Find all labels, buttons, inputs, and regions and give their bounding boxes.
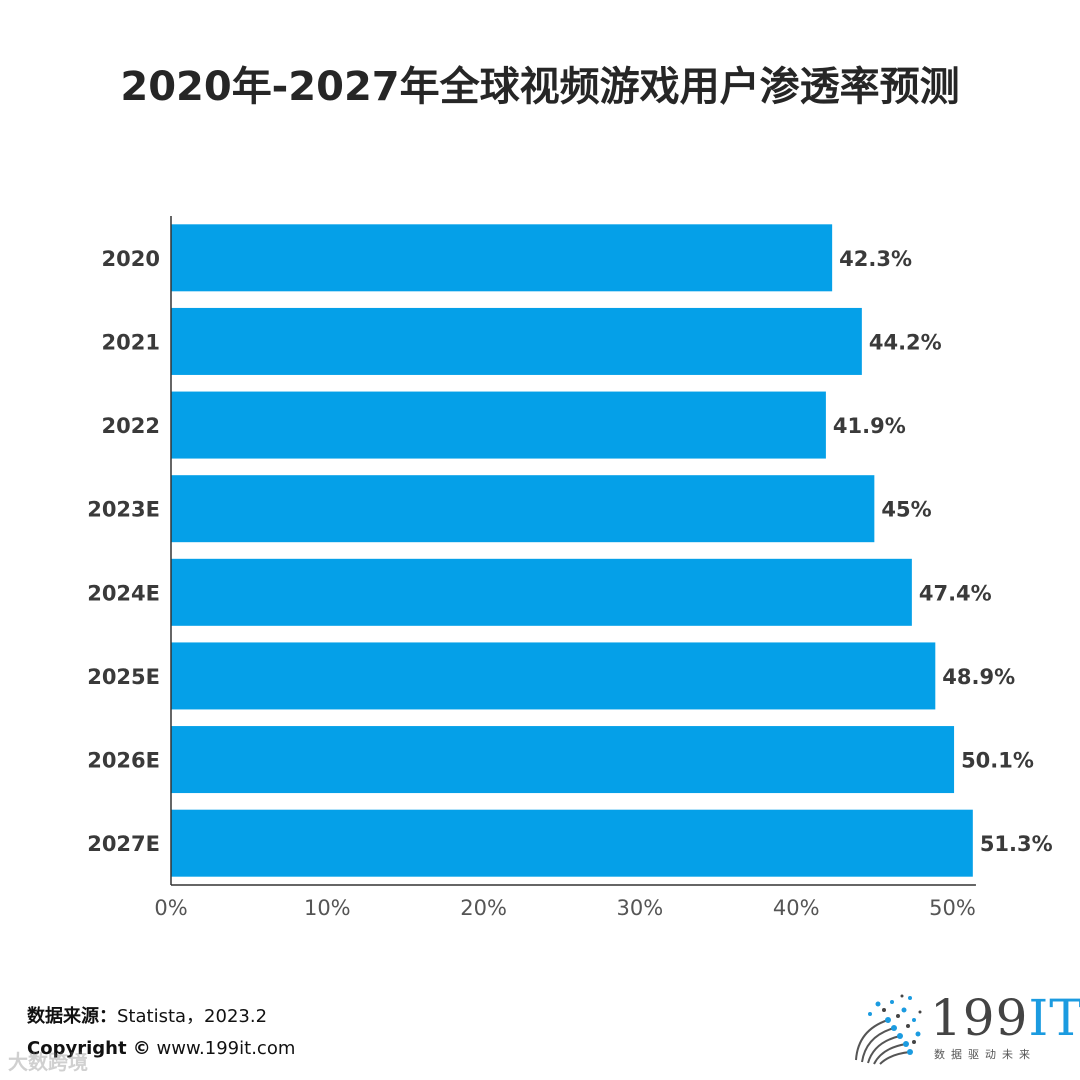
copyright-url[interactable]: www.199it.com — [156, 1038, 296, 1059]
bar-2020 — [171, 224, 833, 292]
logo: 199IT 数据驱动未来 — [848, 990, 1080, 1070]
x-tick-label-2: 20% — [460, 896, 507, 920]
bar-2027E — [171, 809, 973, 877]
value-label-2026E: 50.1% — [961, 749, 1034, 773]
bar-2026E — [171, 726, 955, 794]
bar-2022 — [171, 391, 826, 459]
bar-2023E — [171, 475, 875, 543]
x-tick-label-1: 10% — [304, 896, 351, 920]
copyright-label: Copyright © — [27, 1038, 151, 1059]
bar-2024E — [171, 558, 912, 626]
category-label-2027E: 2027E — [87, 832, 160, 856]
bar-2021 — [171, 307, 862, 375]
category-label-2021: 2021 — [102, 330, 160, 354]
data-source: 数据来源：Statista，2023.2 — [27, 1002, 267, 1028]
watermark: 大数跨境 — [8, 1050, 88, 1074]
source-value: Statista，2023.2 — [117, 1006, 268, 1027]
bar-chart: 2020 42.3% 2021 44.2% 2022 41.9% 2023E 45% 2024E… — [87, 216, 1053, 920]
category-label-2024E: 2024E — [87, 581, 160, 605]
value-label-2021: 44.2% — [869, 330, 942, 354]
category-label-2022: 2022 — [102, 414, 160, 438]
category-label-2023E: 2023E — [87, 498, 160, 522]
value-label-2027E: 51.3% — [980, 832, 1053, 856]
logo-suffix: IT — [1028, 989, 1080, 1047]
x-tick-label-3: 30% — [617, 896, 664, 920]
value-label-2023E: 45% — [881, 498, 931, 522]
bar-2025E — [171, 642, 936, 710]
copyright: Copyright © www.199it.com — [27, 1038, 295, 1059]
x-tick-label-5: 50% — [929, 896, 976, 920]
x-tick-label-0: 0% — [154, 896, 187, 920]
category-label-2020: 2020 — [102, 247, 160, 271]
bars-group — [171, 224, 973, 877]
logo-number: 199 — [930, 989, 1029, 1047]
value-label-2024E: 47.4% — [919, 581, 992, 605]
value-label-2020: 42.3% — [839, 247, 912, 271]
value-label-2025E: 48.9% — [942, 665, 1015, 689]
category-label-2025E: 2025E — [87, 665, 160, 689]
logo-wordmark: 199IT — [930, 990, 1080, 1046]
category-label-2026E: 2026E — [87, 749, 160, 773]
source-label: 数据来源： — [27, 1006, 117, 1027]
chart-title: 2020年-2027年全球视频游戏用户渗透率预测 — [120, 64, 960, 110]
axes-group: 2020 42.3% 2021 44.2% 2022 41.9% 2023E 45% 2024E… — [87, 216, 1053, 920]
logo-dots-icon — [855, 994, 922, 1065]
value-label-2022: 41.9% — [833, 414, 906, 438]
logo-tagline: 数据驱动未来 — [934, 1048, 1036, 1061]
x-tick-label-4: 40% — [773, 896, 820, 920]
